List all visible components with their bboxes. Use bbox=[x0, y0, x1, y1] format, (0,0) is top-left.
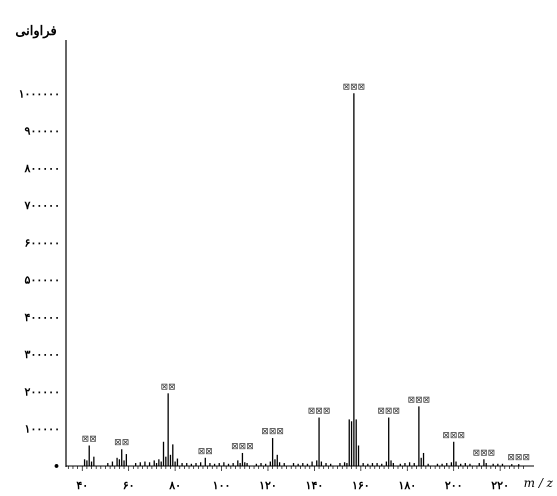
peak-label: ⊠⊠ bbox=[82, 435, 97, 445]
x-tick-label: ۶۰ bbox=[123, 479, 135, 492]
y-tick-label: ۳۰۰۰۰۰ bbox=[25, 348, 60, 361]
y-tick-label: ۶۰۰۰۰۰ bbox=[25, 236, 60, 249]
x-tick-label: ۲۰۰ bbox=[445, 479, 463, 492]
peak-label: ⊠⊠⊠ bbox=[377, 407, 400, 417]
peak-label: ⊠⊠ bbox=[198, 447, 213, 457]
y-tick-label: ۱۰۰۰۰۰ bbox=[25, 423, 60, 436]
x-axis: ۴۰ ۶۰ ۸۰ ۱۰۰ ۱۲۰ ۱۴۰ ۱۶۰ ۱۸۰ ۲۰۰ ۲۲۰ bbox=[66, 465, 534, 492]
x-tick-label: ۱۲۰ bbox=[259, 479, 277, 492]
y-tick-label: ۱۰۰۰۰۰۰ bbox=[19, 87, 60, 100]
y-axis-title: فراوانی bbox=[15, 24, 56, 39]
peak-label: ⊠⊠⊠ bbox=[442, 431, 465, 441]
y-tick-label: ۴۰۰۰۰۰ bbox=[25, 311, 60, 324]
peak-label: ⊠⊠ bbox=[161, 382, 176, 392]
peak-label: ⊠⊠⊠ bbox=[343, 82, 366, 92]
peak-annotations: ⊠⊠ ⊠⊠⊠⊠⊠⊠ ⊠⊠⊠⊠⊠⊠⊠⊠⊠⊠⊠⊠⊠⊠⊠⊠⊠⊠⊠⊠⊠⊠⊠⊠ ⊠⊠⊠ bbox=[82, 82, 530, 463]
x-tick-label: ۲۲۰ bbox=[491, 479, 509, 492]
x-tick-label: ۱۸۰ bbox=[398, 479, 416, 492]
x-tick-label: ۴۰ bbox=[76, 479, 88, 492]
y-tick-label: ۵۰۰۰۰۰ bbox=[25, 274, 60, 287]
x-tick-label: ۸۰ bbox=[168, 479, 181, 492]
y-tick-label: • bbox=[53, 460, 60, 473]
y-tick-label: ۲۰۰۰۰۰ bbox=[25, 385, 60, 398]
peak-label: ⊠⊠⊠ bbox=[231, 442, 254, 452]
peak-label: ⊠⊠ bbox=[114, 438, 129, 448]
x-axis-title: m / z bbox=[524, 476, 554, 490]
y-axis: • ۱۰۰۰۰۰ ۲۰۰۰۰۰ ۳۰۰۰۰۰ ۴۰۰۰۰۰ ۵۰۰۰۰۰ ۶۰۰۰۰۰ ۷۰۰… bbox=[19, 40, 67, 473]
peak-label: ⊠⊠⊠ bbox=[308, 407, 331, 417]
x-tick-label: ۱۴۰ bbox=[306, 479, 324, 492]
y-tick-label: ۸۰۰۰۰۰ bbox=[24, 162, 60, 175]
x-tick-label: ۱۰۰ bbox=[213, 479, 231, 492]
peak-label: ⊠⊠⊠ bbox=[507, 453, 530, 463]
y-tick-label: ۹۰۰۰۰۰ bbox=[25, 125, 60, 138]
peak-label: ⊠⊠⊠ bbox=[261, 427, 284, 437]
peaks bbox=[83, 93, 520, 466]
x-tick-label: ۱۶۰ bbox=[352, 479, 370, 492]
peak-label: ⊠⊠⊠ bbox=[473, 448, 496, 458]
y-tick-label: ۷۰۰۰۰۰ bbox=[24, 199, 60, 212]
peak-label: ⊠⊠⊠ bbox=[408, 395, 431, 405]
